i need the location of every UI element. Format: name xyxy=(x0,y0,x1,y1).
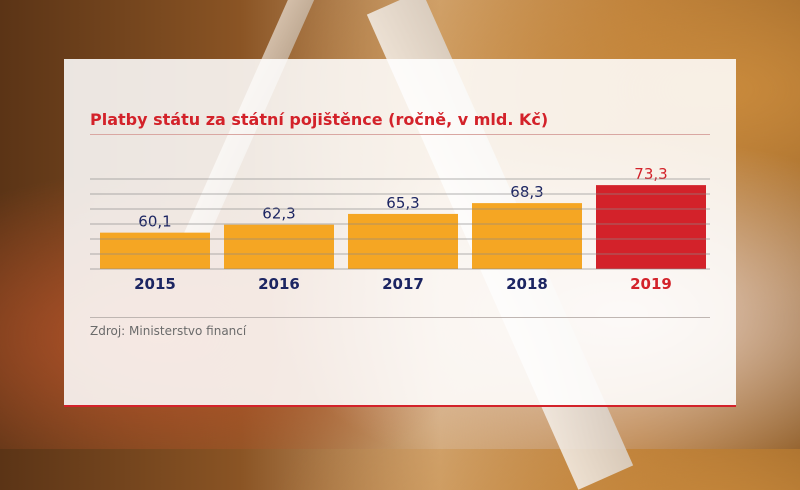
source-note: Zdroj: Ministerstvo financí xyxy=(90,324,247,338)
value-label-2017: 65,3 xyxy=(386,194,419,212)
chart-title: Platby státu za státní pojištěnce (ročně… xyxy=(90,110,549,129)
value-label-2018: 68,3 xyxy=(510,183,543,201)
chart-panel: Platby státu za státní pojištěnce (ročně… xyxy=(64,59,736,407)
x-tick-label-2018: 2018 xyxy=(506,275,548,293)
bar-2016 xyxy=(224,224,334,269)
value-label-2019: 73,3 xyxy=(634,165,667,183)
value-label-2015: 60,1 xyxy=(138,213,171,231)
bar-chart: 60,1 2015 62,3 2016 65,3 2017 68,3 2018 73,3 2019 xyxy=(90,165,710,293)
bar-2017 xyxy=(348,213,458,269)
value-label-2016: 62,3 xyxy=(262,205,295,223)
bar-2018 xyxy=(472,203,582,269)
source-divider xyxy=(90,317,710,318)
bar-2019 xyxy=(596,185,706,269)
x-tick-label-2016: 2016 xyxy=(258,275,300,293)
x-tick-label-2015: 2015 xyxy=(134,275,176,293)
x-tick-label-2017: 2017 xyxy=(382,275,424,293)
bar-2015 xyxy=(100,232,210,269)
title-divider xyxy=(90,134,710,135)
x-tick-label-2019: 2019 xyxy=(630,275,672,293)
